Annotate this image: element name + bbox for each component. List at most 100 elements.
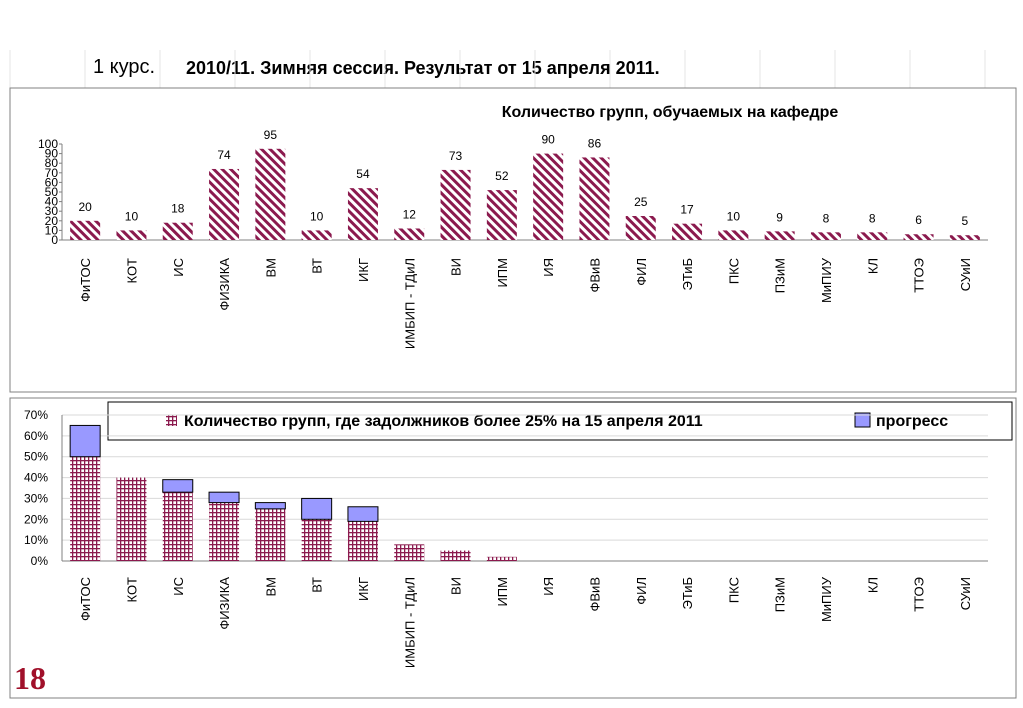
chart2-progress-bar (69, 424, 101, 458)
chart1-bar (70, 220, 101, 240)
chart2-category-label: ИПМ (495, 577, 510, 607)
chart1-bar (440, 169, 471, 240)
chart1-data-label: 18 (171, 202, 185, 216)
chart2-category-label: ВМ (263, 577, 278, 597)
chart1-data-label: 5 (962, 214, 969, 228)
chart2-category-label: ИС (171, 577, 186, 596)
chart1-data-label: 10 (727, 209, 741, 223)
chart1-category-label: ТТОЭ (912, 258, 927, 293)
chart1-bar (857, 232, 888, 240)
chart2-debtors-bar (301, 519, 332, 561)
chart1-bar (810, 232, 841, 240)
background-gridlines (9, 50, 986, 88)
chart2-progress-bar (208, 491, 240, 504)
chart2-category-label: ПКС (726, 577, 741, 603)
chart1-data-label: 10 (310, 209, 324, 223)
course-label: 1 курс. (93, 56, 156, 78)
chart2-progress-bar (254, 502, 286, 510)
chart1-data-label: 54 (356, 167, 370, 181)
chart2-debtors-bar (70, 456, 101, 561)
legend-debtors-label: Количество групп, где задолжников более … (184, 413, 703, 430)
chart2-category-label: ФИЛ (634, 577, 649, 605)
chart1-y-tick-label: 90 (45, 147, 59, 161)
chart1-category-label: ФИЛ (634, 258, 649, 286)
chart1-bar (347, 188, 378, 240)
chart2-progress-bar (301, 497, 333, 520)
chart1-bar (672, 223, 703, 240)
chart2-debtors-bar (116, 477, 147, 561)
chart2-category-label: МиПИУ (819, 576, 834, 622)
chart1-data-label: 52 (495, 169, 509, 183)
chart2-category-label: ИКГ (356, 577, 371, 601)
chart2-frame (9, 397, 1017, 699)
chart1-data-label: 95 (264, 128, 278, 142)
chart1-plot: 010203040506070809010020ФиТОС10КОТ18ИС74… (38, 128, 988, 349)
session-heading: 2010/11. Зимняя сессия. Результат от 15 … (186, 58, 660, 78)
chart2-plot: 0% 10% 20% 30% 40% 50% 60% 70% ФиТОС КОТ ИС ФИЗИКА В… (24, 408, 988, 668)
chart1-bar (533, 153, 564, 240)
chart1-bar (301, 230, 332, 240)
chart1-bar (162, 222, 193, 240)
chart2-category-label: ПЗиМ (773, 577, 788, 612)
chart1-bar (718, 230, 749, 240)
chart1-category-label: ИКГ (356, 258, 371, 282)
chart1-data-label: 9 (776, 210, 783, 224)
chart1-category-label: ВТ (310, 258, 325, 274)
chart2-debtors-bar (486, 556, 517, 561)
chart1-data-label: 8 (869, 211, 876, 225)
chart1-title: Количество групп, обучаемых на кафедре (502, 104, 839, 121)
chart1-category-label: ИЯ (541, 258, 556, 277)
chart1-data-label: 73 (449, 149, 463, 163)
chart1-category-label: ВМ (263, 258, 278, 278)
chart2-y-tick-label: 40% (24, 471, 48, 485)
chart2-debtors-bar (209, 502, 240, 561)
chart2-y-tick-label: 20% (24, 512, 48, 526)
chart2-debtors-bar (162, 492, 193, 561)
chart1-category-label: КОТ (124, 258, 139, 284)
chart2-category-label: КОТ (124, 577, 139, 603)
chart1-y-tick-label: 80 (45, 156, 59, 170)
chart2-category-label: ИЯ (541, 577, 556, 596)
chart2-category-label: ФВиВ (587, 577, 602, 612)
chart2-y-tick-label: 30% (24, 491, 48, 505)
chart2-progress-bar (347, 506, 379, 522)
chart1-bar (116, 230, 147, 240)
chart1-category-label: ИПМ (495, 258, 510, 288)
chart1-y-tick-label: 30 (45, 204, 59, 218)
chart1-bar (579, 157, 610, 240)
chart1-data-label: 90 (541, 133, 555, 147)
chart1-category-label: ЭТиБ (680, 258, 695, 291)
chart1-bar (394, 228, 425, 240)
chart1-bar (255, 148, 286, 240)
legend-progress-label: прогресс (876, 413, 948, 430)
chart1-data-label: 10 (125, 209, 139, 223)
chart1-category-label: ФИЗИКА (217, 258, 232, 311)
chart1-category-label: ИМБИП - ТДиЛ (402, 258, 417, 349)
chart2-category-label: ЭТиБ (680, 577, 695, 610)
chart1-bar (486, 190, 517, 240)
chart1-data-label: 74 (217, 148, 231, 162)
chart2-y-tick-label: 0% (31, 554, 49, 568)
legend-debtors-swatch (166, 415, 177, 426)
chart1-y-tick-label: 0 (51, 233, 58, 247)
chart1-category-label: ФВиВ (587, 258, 602, 293)
chart2-y-tick-label: 60% (24, 429, 48, 443)
page-title: 1 курс. 2010/11. Зимняя сессия. Результа… (0, 56, 1023, 86)
chart2-category-label: ФиТОС (78, 577, 93, 621)
chart1-data-label: 12 (403, 207, 417, 221)
chart1-y-tick-label: 20 (45, 214, 59, 228)
chart1-bar (949, 235, 980, 240)
chart1-bar (903, 234, 934, 240)
chart1-category-label: ФиТОС (78, 258, 93, 302)
chart2-y-tick-label: 50% (24, 450, 48, 464)
chart1-data-label: 6 (915, 213, 922, 227)
chart1-category-label: СУиИ (958, 258, 973, 291)
chart2-category-label: ТТОЭ (912, 577, 927, 612)
chart1-bar (764, 231, 795, 240)
slide-number: 18 (14, 660, 46, 696)
chart1-category-label: ПЗиМ (773, 258, 788, 293)
chart2-category-label: ВТ (310, 577, 325, 593)
chart1-y-tick-label: 10 (45, 223, 59, 237)
chart1-y-tick-label: 60 (45, 175, 59, 189)
